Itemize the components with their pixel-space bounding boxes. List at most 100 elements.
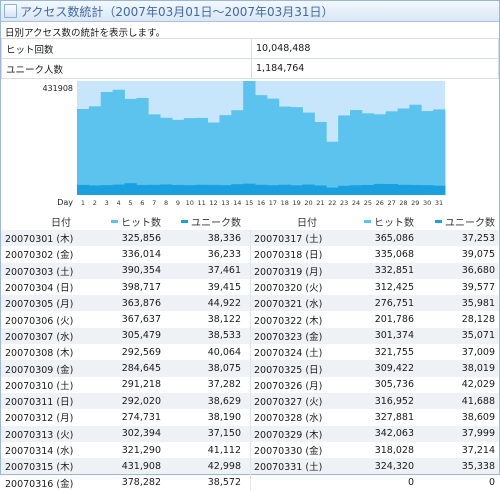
uniques-bar — [361, 184, 375, 195]
hits-cell: 291,218 — [121, 379, 161, 391]
date-cell: 20070312 (月) — [5, 413, 74, 425]
hits-cell: 0 — [407, 477, 414, 489]
uniques-cell: 39,075 — [461, 248, 495, 260]
uniques-bar — [409, 184, 422, 195]
x-tick-label: 19 — [292, 199, 300, 207]
table-row: 20070314 (水) 321,290 41,112 20070330 (金) 318… — [1, 441, 499, 459]
x-tick-label: 28 — [399, 199, 407, 207]
uniques-bar — [338, 185, 351, 195]
hits-bar — [373, 114, 387, 195]
hits-bar — [385, 111, 398, 195]
summary-value: 10,048,488 — [251, 38, 499, 59]
uniques-cell: 37,282 — [207, 379, 241, 391]
column-divider — [250, 230, 251, 247]
uniques-cell: 41,112 — [207, 444, 241, 456]
date-cell: 20070324 (土) — [254, 348, 323, 360]
table-row: 20070310 (土) 291,218 37,282 20070326 (月) 305… — [1, 376, 499, 393]
date-cell: 20070326 (月) — [254, 380, 323, 392]
x-tick-label: 5 — [128, 199, 132, 207]
date-cell: 20070328 (水) — [254, 413, 323, 425]
uniques-cell: 38,533 — [207, 330, 241, 342]
x-tick-label: 26 — [376, 199, 384, 207]
hits-cell: 301,374 — [374, 330, 414, 342]
uniques-cell: 37,150 — [207, 428, 241, 440]
uniques-cell: 37,214 — [461, 444, 495, 456]
uniques-cell: 38,075 — [207, 363, 241, 375]
hits-bar — [195, 117, 208, 195]
table-row: 20070306 (火) 367,637 38,122 20070322 (木) 201… — [1, 311, 499, 328]
uniques-cell: 37,461 — [207, 265, 241, 277]
date-cell: 20070323 (金) — [254, 331, 323, 343]
hits-cell: 321,290 — [121, 444, 161, 456]
table-row: 20070304 (日) 398,717 39,415 20070320 (火) 312… — [1, 278, 499, 296]
date-cell: 20070331 (土) — [254, 462, 323, 474]
table-row: 20070308 (木) 292,569 40,064 20070324 (土) 321… — [1, 344, 499, 361]
x-tick-label: 6 — [140, 199, 144, 207]
summary-row-uniques: ユニーク人数 1,184,764 — [1, 58, 499, 79]
hits-cell: 305,736 — [374, 379, 414, 391]
hits-cell: 378,282 — [121, 477, 161, 489]
uniques-cell: 35,981 — [461, 297, 495, 309]
uniques-bar — [266, 185, 280, 195]
date-cell: 20070306 (火) — [5, 315, 74, 327]
hits-cell: 367,637 — [121, 314, 161, 326]
panel-title: アクセス数統計（2007年03月01日～2007年03月31日） — [20, 5, 334, 19]
x-tick-label: 11 — [198, 199, 206, 207]
column-divider — [250, 278, 251, 296]
hits-cell: 305,479 — [121, 330, 161, 342]
summary-row-hits: ヒット回数 10,048,488 — [1, 38, 499, 59]
x-tick-label: 7 — [152, 199, 156, 207]
hits-cell: 390,354 — [121, 265, 161, 277]
hits-cell: 292,020 — [121, 395, 161, 407]
uniques-bar — [88, 185, 102, 195]
uniques-bar — [278, 184, 292, 195]
column-divider — [250, 458, 251, 475]
hits-cell: 398,717 — [121, 281, 161, 293]
hits-bar — [231, 110, 244, 195]
uniques-bar — [112, 184, 125, 195]
uniques-bar — [302, 184, 315, 195]
table-row: 20070307 (水) 305,479 38,533 20070323 (金) 301… — [1, 327, 499, 345]
hits-cell: 324,320 — [374, 460, 414, 472]
uniques-legend-swatch — [181, 220, 188, 223]
date-cell: 20070301 (木) — [5, 234, 74, 246]
uniques-bar — [100, 185, 114, 195]
summary-value: 1,184,764 — [251, 58, 499, 79]
uniques-bar — [385, 184, 398, 195]
hits-bar — [100, 91, 114, 195]
uniques-bar — [77, 184, 90, 195]
table-row: 20070302 (金) 336,014 36,233 20070318 (日) 335… — [1, 246, 499, 263]
uniques-cell: 35,338 — [461, 460, 495, 472]
x-tick-label: 15 — [245, 199, 253, 207]
uniques-cell: 40,064 — [207, 346, 241, 358]
table-row: 20070312 (月) 274,731 38,190 20070328 (水) 327… — [1, 409, 499, 426]
hits-cell: 365,086 — [374, 232, 414, 244]
column-header-uniques: ユニーク数 — [181, 213, 241, 230]
date-cell: 20070304 (日) — [5, 283, 74, 295]
uniques-cell: 37,999 — [461, 428, 495, 440]
uniques-cell: 38,572 — [207, 477, 241, 489]
column-divider — [250, 246, 251, 263]
date-cell: 20070310 (土) — [5, 380, 74, 392]
uniques-cell: 38,336 — [207, 232, 241, 244]
x-tick-label: 21 — [316, 199, 324, 207]
hits-bar — [290, 107, 303, 195]
hits-bar — [361, 113, 375, 195]
x-tick-label: 13 — [221, 199, 229, 207]
date-cell: 20070313 (火) — [5, 429, 74, 441]
hits-cell: 312,425 — [374, 281, 414, 293]
x-tick-label: 12 — [209, 199, 217, 207]
hits-bar — [88, 106, 102, 195]
x-tick-label: 17 — [269, 199, 277, 207]
uniques-cell: 38,609 — [461, 411, 495, 423]
hits-cell: 335,068 — [374, 248, 414, 260]
uniques-bar — [231, 184, 244, 195]
date-cell: 20070314 (水) — [5, 446, 74, 457]
panel-description: 日別アクセス数の統計を表示します。 — [5, 28, 166, 39]
hits-cell: 342,063 — [374, 428, 414, 440]
hits-cell: 276,751 — [374, 297, 414, 309]
hits-bar — [397, 108, 410, 195]
hits-cell: 284,645 — [121, 363, 161, 375]
uniques-cell: 35,071 — [461, 330, 495, 342]
uniques-bar — [433, 185, 446, 195]
